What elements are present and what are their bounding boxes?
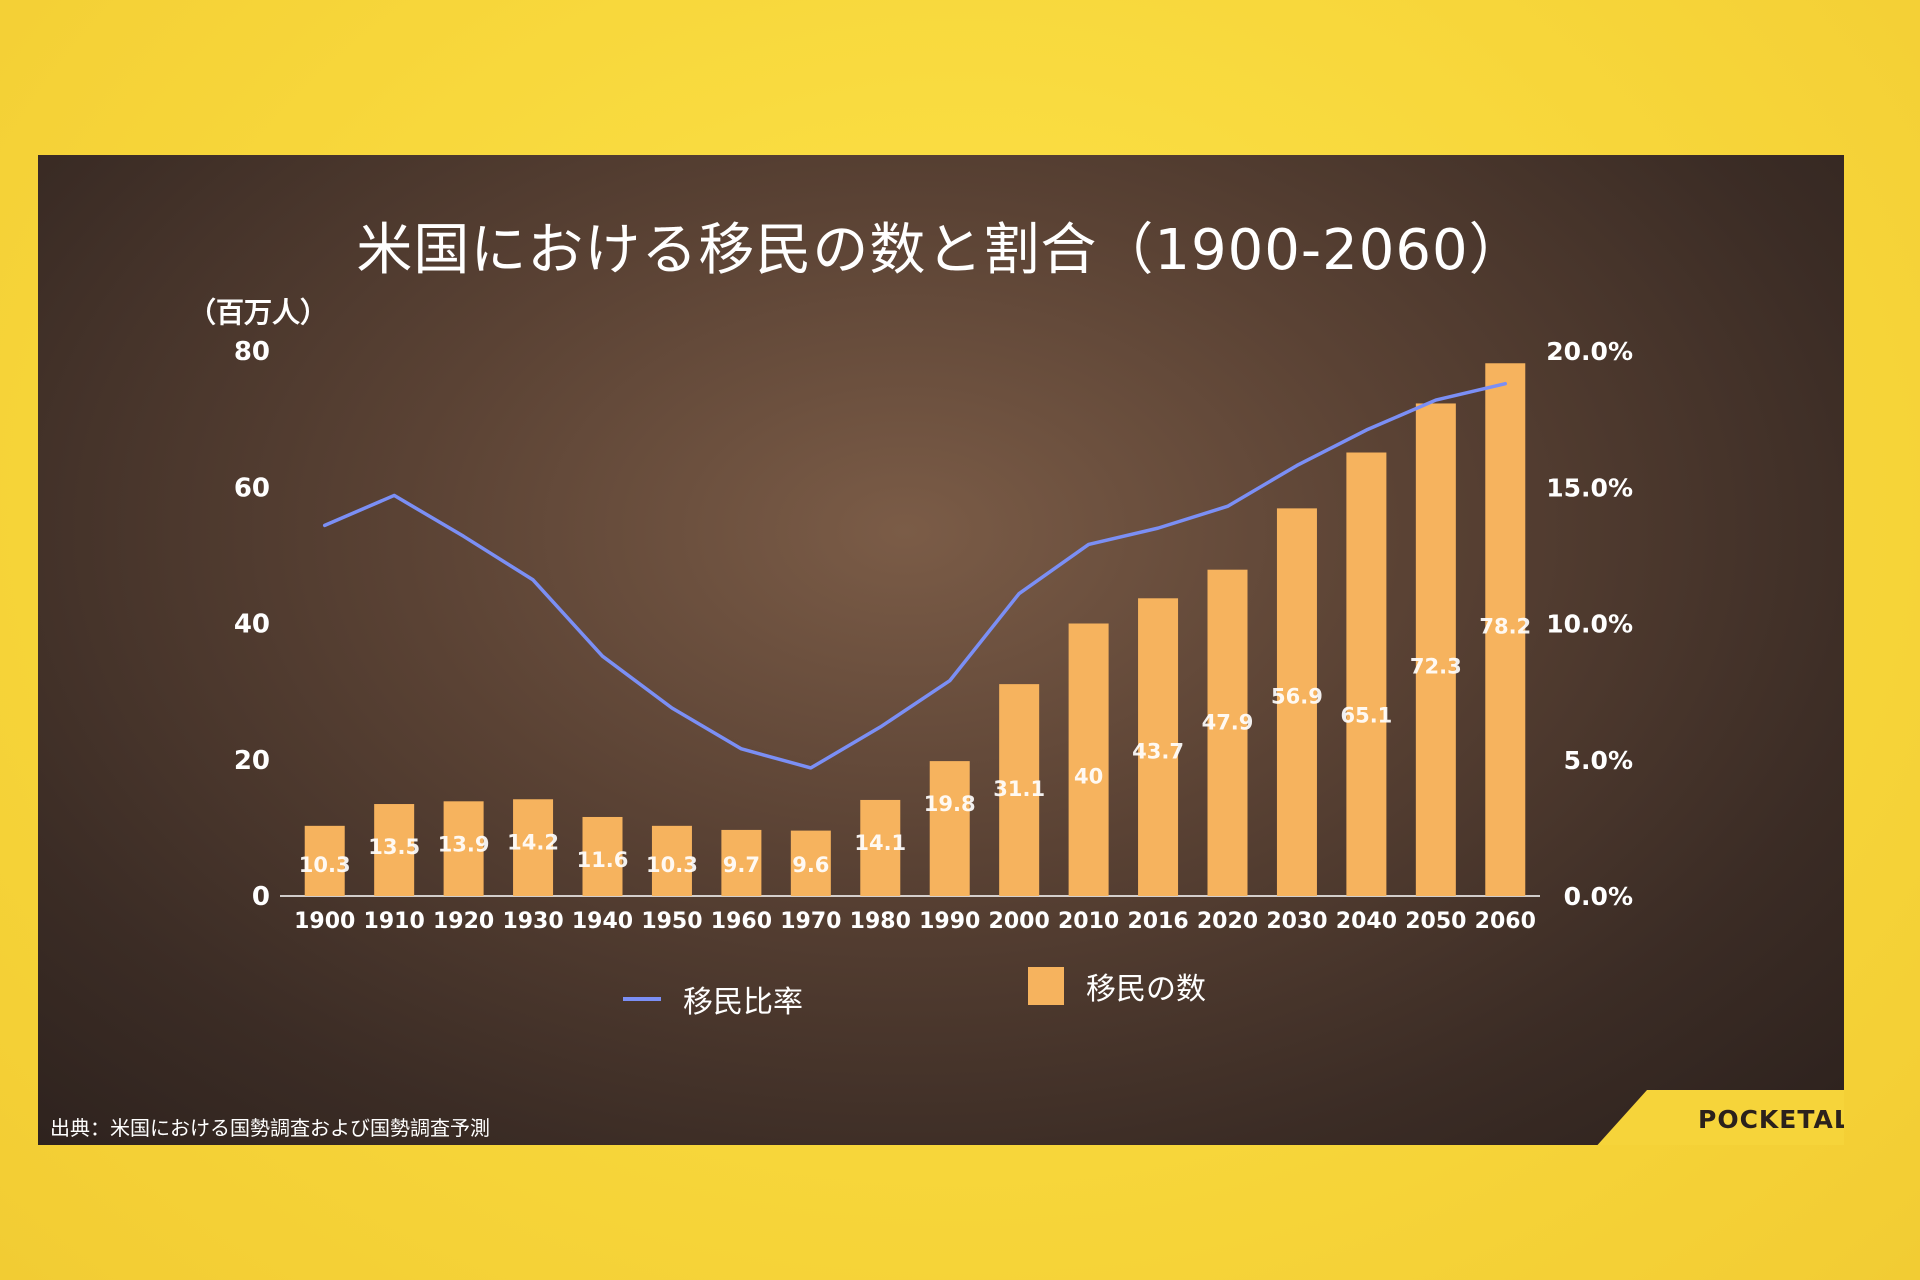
y2-tick-label: 10.0% <box>1546 610 1633 639</box>
bar-data-label: 40 <box>1074 765 1103 789</box>
x-tick-label: 2030 <box>1266 909 1327 934</box>
x-tick-label: 2000 <box>989 909 1050 934</box>
x-tick-label: 1920 <box>433 909 494 934</box>
bar <box>1346 452 1387 896</box>
bar <box>1415 403 1456 896</box>
brand-logo: POCKETALK <box>1698 1105 1844 1134</box>
bar <box>1485 363 1526 896</box>
bar <box>1068 623 1109 896</box>
source-note: 出典：米国における国勢調査および国勢調査予測 <box>50 1116 490 1140</box>
x-tick-label: 1980 <box>850 909 911 934</box>
bar-data-label: 14.1 <box>854 831 906 855</box>
bar-data-label: 13.9 <box>438 832 490 856</box>
bar-data-label: 47.9 <box>1202 711 1254 735</box>
bar <box>513 799 554 896</box>
x-tick-label: 1910 <box>364 909 425 934</box>
bar <box>1138 598 1179 896</box>
x-tick-label: 1990 <box>919 909 980 934</box>
bar-data-label: 19.8 <box>924 792 976 816</box>
bar <box>304 825 345 896</box>
bar <box>929 761 970 896</box>
y-tick-label: 0 <box>252 882 270 912</box>
bar-data-label: 13.5 <box>368 835 420 859</box>
bar-data-label: 11.6 <box>577 848 629 872</box>
chart-title: 米国における移民の数と割合（1900-2060） <box>356 218 1526 283</box>
bar <box>443 801 484 896</box>
legend-line-swatch <box>623 997 661 1001</box>
y2-tick-label: 20.0% <box>1546 337 1633 366</box>
y-tick-label: 60 <box>234 473 270 503</box>
x-tick-label: 2050 <box>1405 909 1466 934</box>
bar-data-label: 10.3 <box>646 853 698 877</box>
y2-tick-label: 15.0% <box>1546 473 1633 502</box>
y2-tick-label: 0.0% <box>1564 882 1633 911</box>
bar-data-label: 78.2 <box>1479 614 1531 638</box>
x-tick-label: 2010 <box>1058 909 1119 934</box>
bar <box>1276 508 1317 896</box>
bar <box>721 829 762 896</box>
bar-data-label: 65.1 <box>1340 704 1392 728</box>
y2-tick-label: 5.0% <box>1564 746 1633 775</box>
bar <box>374 804 415 896</box>
legend-ratio: 移民比率 <box>623 977 803 1021</box>
bar-data-label: 31.1 <box>993 777 1045 801</box>
x-tick-label: 1930 <box>502 909 563 934</box>
bar <box>1207 569 1248 896</box>
legend-bar-swatch <box>1028 967 1064 1005</box>
bar <box>582 816 623 896</box>
bar <box>860 799 901 896</box>
bar-data-label: 43.7 <box>1132 739 1184 763</box>
legend-count-label: 移民の数 <box>1086 972 1206 1007</box>
legend-count: 移民の数 <box>1028 964 1206 1008</box>
bar-data-label: 14.2 <box>507 830 559 854</box>
bar-data-label: 9.6 <box>792 853 829 877</box>
x-tick-label: 1940 <box>572 909 633 934</box>
x-tick-label: 2040 <box>1336 909 1397 934</box>
x-tick-label: 2020 <box>1197 909 1258 934</box>
presentation-slide: 米国における移民の数と割合（1900-2060） （百万人） 0 20 40 60 80 0… <box>38 155 1844 1145</box>
y-tick-label: 40 <box>234 610 270 640</box>
y-axis-unit-label: （百万人） <box>188 296 328 329</box>
x-tick-label: 1950 <box>641 909 702 934</box>
combo-chart: （百万人）0204060800.0%5.0%10.0%15.0%20.0%10.… <box>188 296 1633 934</box>
x-tick-label: 2016 <box>1127 909 1188 934</box>
bar <box>651 825 692 896</box>
bar-data-label: 56.9 <box>1271 684 1323 708</box>
x-tick-label: 1900 <box>294 909 355 934</box>
bar-data-label: 9.7 <box>723 853 760 877</box>
bar <box>790 830 831 896</box>
y-tick-label: 20 <box>234 746 270 776</box>
y-tick-label: 80 <box>234 337 270 367</box>
legend-ratio-label: 移民比率 <box>683 985 803 1020</box>
bar-data-label: 10.3 <box>299 853 351 877</box>
x-tick-label: 1960 <box>711 909 772 934</box>
x-tick-label: 1970 <box>780 909 841 934</box>
bar-data-label: 72.3 <box>1410 654 1462 678</box>
ratio-line <box>322 381 1508 770</box>
x-tick-label: 2060 <box>1475 909 1536 934</box>
bar <box>999 684 1040 896</box>
